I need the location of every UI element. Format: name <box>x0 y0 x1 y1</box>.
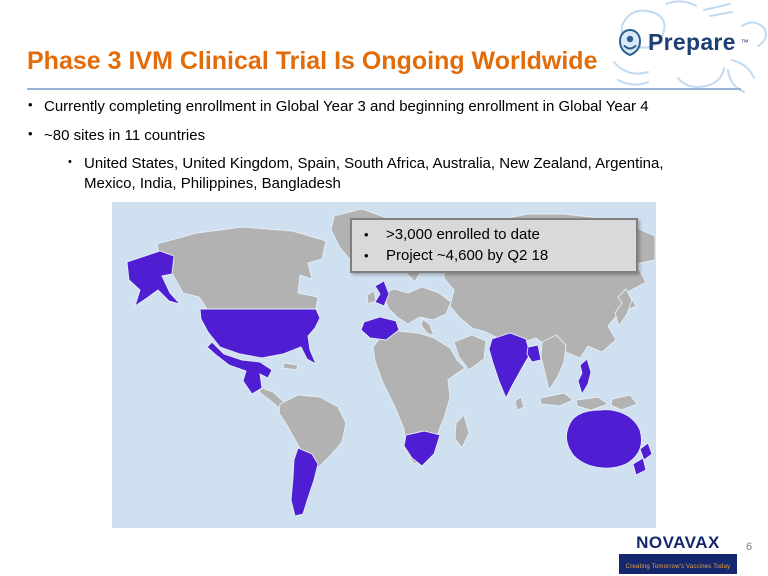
novavax-tagline: Creating Tomorrow's Vaccines Today <box>625 563 731 570</box>
country-india <box>488 332 531 400</box>
enrollment-callout: • >3,000 enrolled to date • Project ~4,6… <box>350 218 638 273</box>
bullet-marker: • <box>364 248 369 263</box>
bullet-marker: • <box>28 125 33 141</box>
region-southeast-asia <box>540 334 567 392</box>
country-new-guinea <box>610 394 638 411</box>
country-australia <box>566 409 642 469</box>
trademark-symbol: ™ <box>740 37 749 47</box>
country-south-africa <box>403 430 441 467</box>
bullet-text: ~80 sites in 11 countries <box>44 126 206 144</box>
bullet-marker: • <box>28 97 33 112</box>
world-map: • >3,000 enrolled to date • Project ~4,6… <box>112 202 656 528</box>
country-italy <box>420 318 435 337</box>
country-united-states <box>199 308 321 366</box>
bullet-text: Currently completing enrollment in Globa… <box>44 98 649 115</box>
bullet-text: United States, United Kingdom, Spain, So… <box>84 155 664 192</box>
country-spain <box>360 316 400 341</box>
country-new-zealand-south <box>632 457 647 476</box>
region-south-america <box>278 394 347 469</box>
country-alaska-us <box>126 250 182 308</box>
prepare-icon <box>618 28 642 56</box>
region-europe <box>382 286 452 325</box>
bullet-item: • Currently completing enrollment in Glo… <box>26 97 732 117</box>
country-indonesia-east <box>575 396 609 411</box>
country-mexico <box>206 341 273 395</box>
bullet-item: • ~80 sites in 11 countries <box>26 126 732 146</box>
country-united-kingdom <box>374 280 390 307</box>
novavax-logo: NOVAVAX Creating Tomorrow's Vaccines Tod… <box>619 533 737 574</box>
bullet-marker: • <box>68 156 72 168</box>
country-cuba <box>282 362 299 371</box>
bullet-marker: • <box>364 227 369 242</box>
country-canada <box>156 226 327 310</box>
country-japan <box>614 288 633 328</box>
country-new-zealand-north <box>639 442 653 461</box>
country-bangladesh <box>526 344 542 363</box>
bullet-list: • Currently completing enrollment in Glo… <box>26 97 732 193</box>
page-number: 6 <box>746 541 753 553</box>
country-philippines <box>577 358 592 396</box>
prepare-logo: Prepare ™ <box>617 28 749 56</box>
title-divider <box>27 88 741 90</box>
region-africa <box>372 330 466 465</box>
region-central-america <box>258 387 285 409</box>
callout-item: • >3,000 enrolled to date <box>360 224 628 245</box>
page-title: Phase 3 IVM Clinical Trial Is Ongoing Wo… <box>27 46 598 75</box>
bullet-item-sub: • United States, United Kingdom, Spain, … <box>66 154 684 193</box>
callout-text: >3,000 enrolled to date <box>386 226 540 243</box>
country-argentina <box>290 447 319 517</box>
novavax-wordmark: NOVAVAX <box>636 533 720 552</box>
country-indonesia-west <box>539 392 574 407</box>
callout-item: • Project ~4,600 by Q2 18 <box>360 245 628 266</box>
country-sri-lanka <box>514 396 525 411</box>
callout-text: Project ~4,600 by Q2 18 <box>386 247 549 264</box>
prepare-logo-text: Prepare <box>648 28 736 55</box>
region-arabia <box>453 334 487 371</box>
country-madagascar <box>454 414 470 449</box>
novavax-tagline-bar: Creating Tomorrow's Vaccines Today <box>619 553 737 574</box>
